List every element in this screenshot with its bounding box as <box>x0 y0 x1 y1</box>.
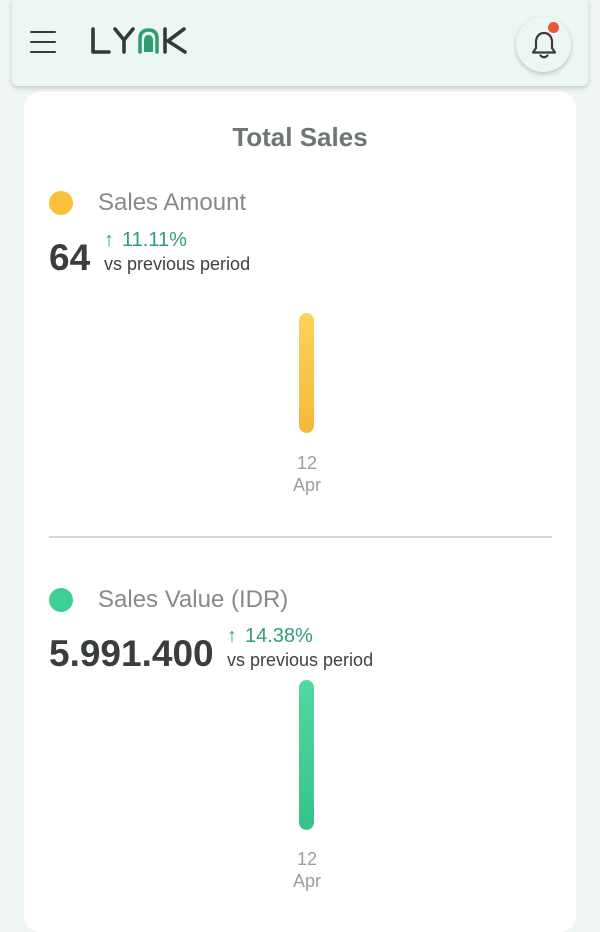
app-header <box>12 0 588 86</box>
change-percent: 11.11% <box>122 229 187 251</box>
chart-bar[interactable] <box>299 680 314 830</box>
lynk-logo[interactable] <box>90 26 190 58</box>
comparison-label: vs previous period <box>227 650 374 670</box>
sales-amount-change: ↑ 11.11% vs previous period <box>104 229 250 275</box>
card-title: Total Sales <box>232 122 368 152</box>
hamburger-menu-icon[interactable] <box>30 31 56 53</box>
arrow-up-icon: ↑ <box>227 625 237 647</box>
comparison-label: vs previous period <box>104 254 251 274</box>
sales-value-header: Sales Value (IDR) <box>49 586 288 614</box>
x-tick-label: 12 Apr <box>292 453 321 495</box>
notification-button[interactable] <box>516 17 571 72</box>
notification-badge <box>548 22 559 33</box>
legend-dot-yellow <box>49 191 73 215</box>
metric-name: Sales Amount <box>98 189 247 216</box>
legend-dot-green <box>49 588 73 612</box>
change-percent: 14.38% <box>245 625 313 647</box>
bell-icon <box>531 31 556 58</box>
sales-value-value: 5.991.400 <box>49 633 214 674</box>
total-sales-card: Total Sales Sales Amount 64 ↑ 11.11% vs … <box>24 92 576 932</box>
chart-bar[interactable] <box>299 313 314 433</box>
arrow-up-icon: ↑ <box>104 229 114 251</box>
sales-amount-header: Sales Amount <box>49 189 246 217</box>
x-tick-label: 12 Apr <box>292 849 321 891</box>
divider <box>49 536 552 538</box>
sales-amount-value: 64 <box>49 237 91 278</box>
sales-value-change: ↑ 14.38% vs previous period <box>227 625 373 671</box>
metric-name: Sales Value (IDR) <box>98 586 289 613</box>
